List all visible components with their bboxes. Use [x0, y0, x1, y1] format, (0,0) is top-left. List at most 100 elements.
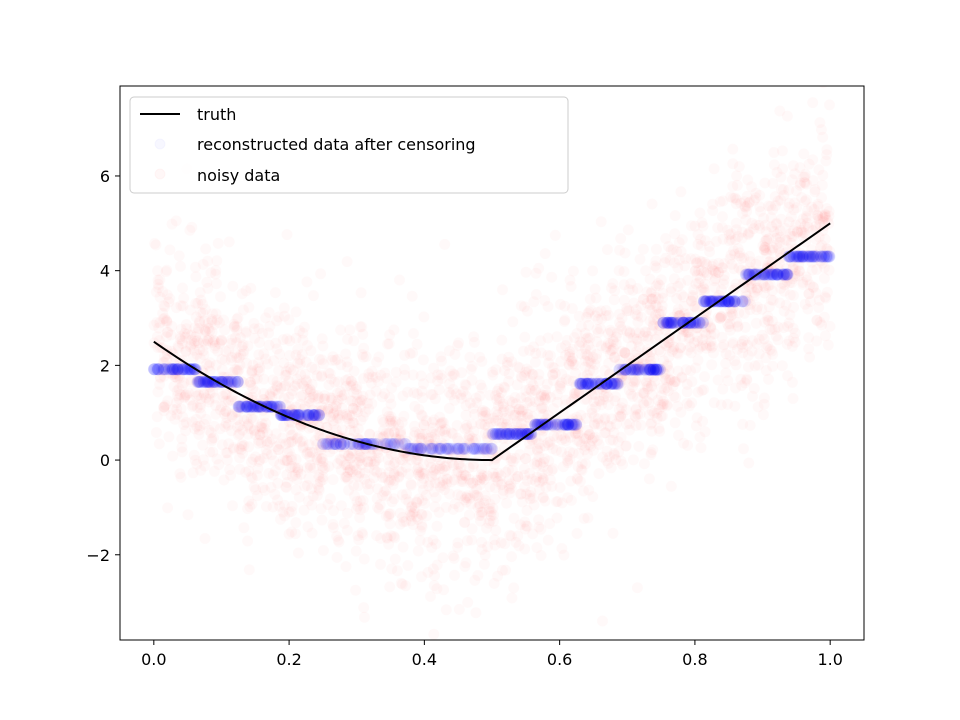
reconstructed-data-point [787, 250, 800, 263]
noisy-data-point [508, 582, 519, 593]
noisy-data-point [462, 597, 473, 608]
noisy-data-point [391, 376, 402, 387]
reconstructed-data-point [398, 438, 411, 450]
noisy-data-point [763, 374, 774, 385]
noisy-data-point [646, 381, 657, 392]
noisy-data-point [444, 403, 455, 414]
noisy-data-point [540, 496, 551, 507]
reconstructed-data-point [804, 250, 816, 263]
reconstructed-data-point [650, 363, 663, 376]
reconstructed-data-point [338, 438, 351, 450]
noisy-data-point [407, 291, 418, 302]
reconstructed-data-point [566, 418, 579, 431]
reconstructed-data-point [327, 438, 340, 450]
noisy-data-point [546, 272, 557, 283]
reconstructed-data-point [668, 316, 681, 329]
reconstructed-data-point [677, 316, 690, 329]
noisy-data-point [291, 350, 302, 361]
reconstructed-data-point [513, 428, 525, 440]
noisy-data-point [772, 167, 783, 178]
noisy-data-point [820, 209, 831, 220]
noisy-data-point [444, 345, 455, 356]
reconstructed-data-point [581, 377, 594, 390]
reconstructed-data-point [306, 409, 319, 422]
reconstructed-data-point [740, 268, 753, 281]
noisy-data-point [224, 464, 235, 475]
reconstructed-data-point [566, 418, 579, 431]
noisy-data-point [824, 99, 835, 110]
reconstructed-data-point [810, 250, 823, 263]
reconstructed-data-point [579, 377, 592, 390]
reconstructed-data-point [328, 438, 341, 450]
reconstructed-data-point [411, 442, 424, 455]
reconstructed-data-point [241, 400, 254, 413]
noisy-data-point [490, 494, 501, 505]
reconstructed-data-point [698, 295, 711, 308]
reconstructed-data-point [823, 250, 836, 263]
noisy-data-point [308, 392, 319, 403]
noisy-data-point [162, 502, 173, 513]
noisy-data-point [282, 229, 293, 240]
reconstructed-data-point [446, 442, 459, 455]
reconstructed-data-point [817, 250, 830, 263]
noisy-data-point [511, 398, 522, 409]
reconstructed-data-point [241, 400, 254, 413]
noisy-data-point [386, 530, 397, 541]
noisy-data-point [717, 211, 728, 222]
noisy-data-point [331, 406, 342, 417]
noisy-data-point [181, 323, 192, 334]
reconstructed-data-point [612, 377, 625, 390]
reconstructed-data-point [664, 316, 677, 329]
reconstructed-data-point [265, 400, 278, 413]
reconstructed-data-point [178, 363, 191, 376]
legend-box [129, 96, 569, 194]
reconstructed-data-point [662, 316, 675, 329]
noisy-data-point [666, 481, 677, 492]
y-tick-label: 6 [100, 167, 110, 186]
reconstructed-data-point [793, 250, 806, 263]
reconstructed-data-point [663, 316, 675, 329]
noisy-data-point [670, 417, 681, 428]
noisy-data-point [554, 381, 565, 392]
reconstructed-data-point [576, 377, 589, 390]
reconstructed-data-point [494, 428, 507, 440]
noisy-data-point [402, 560, 413, 571]
noisy-data-point [737, 342, 748, 353]
y-axis: −2 0 2 4 6 [86, 167, 120, 565]
reconstructed-data-point [678, 316, 690, 329]
reconstructed-data-point [193, 375, 206, 388]
noisy-data-point [646, 449, 657, 460]
noisy-data-point [418, 354, 429, 365]
reconstructed-data-point [179, 363, 192, 376]
reconstructed-data-point [606, 377, 619, 390]
reconstructed-data-point [579, 377, 592, 390]
noisy-data-point [227, 500, 238, 511]
reconstructed-data-point [532, 418, 545, 431]
reconstructed-data-point [818, 250, 831, 263]
reconstructed-data-point [700, 295, 713, 308]
reconstructed-data-point [531, 418, 544, 431]
noisy-data-point [279, 303, 290, 314]
reconstructed-data-point [295, 409, 308, 422]
reconstructed-data-point [152, 363, 165, 376]
reconstructed-data-point [338, 438, 350, 450]
reconstructed-data-point [700, 295, 713, 308]
noisy-data-point [548, 463, 559, 474]
reconstructed-data-point [708, 295, 721, 308]
noisy-data-point [428, 629, 439, 640]
noisy-data-point [189, 423, 200, 434]
noisy-data-point [189, 336, 200, 347]
reconstructed-data-point [610, 377, 623, 390]
reconstructed-data-point [509, 428, 522, 440]
noisy-data-point [507, 316, 518, 327]
noisy-data-point [369, 465, 380, 476]
reconstructed-data-point [443, 442, 455, 455]
noisy-data-point [164, 244, 175, 255]
noisy-data-point [638, 244, 649, 255]
noisy-data-point [165, 330, 176, 341]
noisy-data-point [699, 371, 710, 382]
noisy-data-point [301, 276, 312, 287]
noisy-data-point [151, 427, 162, 438]
noisy-data-point [363, 484, 374, 495]
reconstructed-data-point [503, 428, 516, 440]
